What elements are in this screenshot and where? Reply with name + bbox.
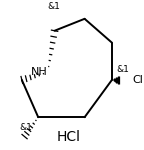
Text: &1: &1 [116,65,129,74]
Text: &1: &1 [48,2,61,11]
Text: HCl: HCl [56,130,80,144]
Text: Cl: Cl [132,75,143,85]
Text: &1: &1 [19,123,32,132]
Text: NH: NH [31,68,48,78]
